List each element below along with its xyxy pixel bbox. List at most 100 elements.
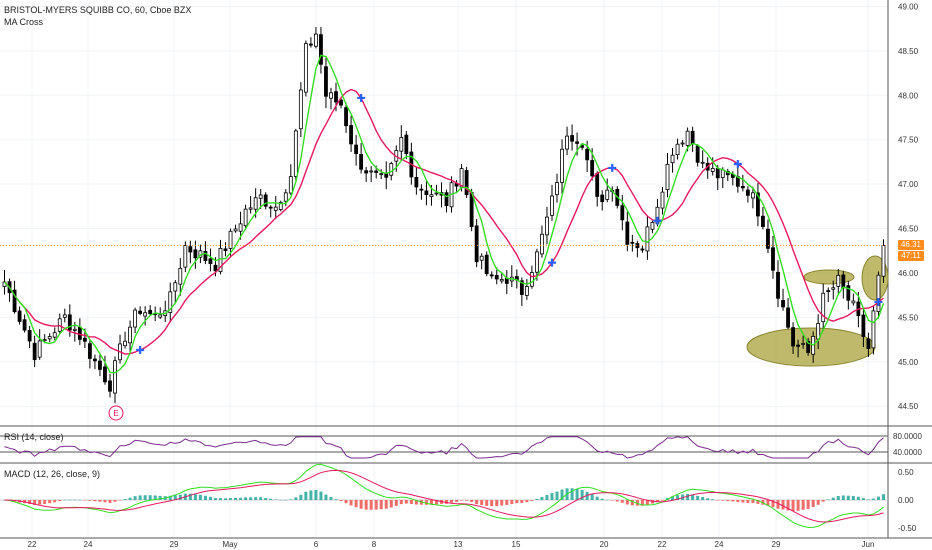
candle-body (143, 312, 148, 317)
macd-histogram-bar (88, 500, 92, 501)
macd-histogram-bar (224, 498, 228, 500)
candle-body (786, 307, 790, 328)
macd-histogram-bar (309, 490, 313, 500)
candle-body (484, 254, 489, 275)
candle-body (620, 205, 625, 221)
candle-body (434, 192, 439, 195)
candle-body (826, 290, 831, 293)
macd-histogram-bar (580, 490, 584, 500)
macd-tick-label: 0.50 (898, 468, 914, 477)
candle-body (47, 336, 52, 340)
candle-body (766, 228, 770, 249)
candle-body (253, 197, 258, 210)
price-axis[interactable]: 44.50 45.00 45.50 46.00 46.50 47.00 47.50 48.00… (893, 2, 922, 533)
macd-tick-label: -0.50 (898, 524, 917, 533)
macd-histogram-bar (429, 500, 433, 505)
candle-body (665, 163, 670, 190)
macd-histogram-bar (354, 500, 358, 508)
macd-histogram-bar (364, 500, 368, 510)
highlight-ellipse (861, 255, 889, 301)
macd-pane[interactable] (0, 463, 888, 529)
candle-body (138, 310, 143, 314)
macd-histogram-bar (821, 500, 825, 502)
time-tick-label: May (222, 540, 237, 549)
macd-histogram-bar (279, 499, 283, 501)
macd-histogram-bar (866, 499, 870, 500)
macd-histogram-bar (625, 500, 629, 505)
last-price-tag: 46.31 (898, 240, 924, 251)
candle-body (82, 337, 87, 342)
candle-body (836, 274, 841, 287)
macd-histogram-bar (475, 500, 479, 505)
candle-body (700, 161, 705, 164)
candle-body (801, 343, 806, 345)
macd-histogram-bar (660, 500, 664, 501)
earnings-marker[interactable]: E (108, 405, 124, 421)
macd-histogram-bar (339, 500, 343, 502)
candle-body (359, 154, 364, 170)
candle-body (750, 192, 755, 199)
macd-histogram-bar (726, 500, 730, 502)
candle-body (369, 170, 374, 173)
macd-histogram-bar (540, 496, 544, 500)
macd-histogram-bar (299, 494, 303, 500)
macd-histogram-bar (766, 500, 770, 506)
candle-body (324, 66, 328, 97)
macd-histogram-bar (48, 500, 52, 504)
macd-histogram-bar (846, 495, 850, 500)
highlight-ellipses (746, 255, 889, 367)
macd-histogram-bar (63, 499, 67, 501)
time-tick-label: 15 (512, 540, 521, 549)
candle-body (595, 173, 600, 197)
macd-histogram-bar (686, 493, 690, 500)
macd-histogram-bar (138, 495, 142, 500)
candle-body (334, 91, 338, 103)
candle-body (745, 189, 750, 196)
time-tick-label: 29 (772, 540, 781, 549)
macd-histogram-bar (93, 500, 97, 502)
macd-histogram-bar (143, 495, 147, 500)
macd-histogram-bar (856, 496, 860, 500)
candle-body (329, 92, 333, 99)
macd-histogram-bar (535, 498, 539, 500)
candle-body (374, 170, 379, 173)
macd-histogram-bar (384, 500, 388, 509)
candle-body (796, 344, 801, 347)
macd-histogram-bar (655, 500, 659, 502)
macd-histogram-bar (575, 488, 579, 500)
cross-marker (357, 93, 366, 102)
candle-body (630, 241, 635, 244)
candle-body (213, 264, 218, 272)
signal-line (4, 469, 884, 523)
candle-body (756, 192, 760, 217)
macd-histogram-bar (515, 500, 519, 504)
macd-histogram-bar (610, 500, 614, 501)
time-axis[interactable]: 22 24 29 May 6 8 13 15 20 22 24 29 Jun (28, 540, 875, 549)
highlight-ellipse (803, 269, 855, 285)
macd-histogram-bar (244, 497, 248, 500)
candle-body (575, 141, 580, 144)
time-tick-label: 24 (715, 540, 724, 549)
macd-histogram-bar (284, 499, 288, 501)
macd-histogram-bar (806, 500, 810, 509)
macd-histogram-bar (218, 498, 222, 500)
macd-histogram-bar (716, 500, 720, 501)
macd-histogram-bar (28, 500, 32, 504)
macd-histogram-bar (650, 500, 654, 504)
macd-tick-label: 0.00 (898, 496, 914, 505)
candle-body (444, 192, 449, 207)
candle-body (590, 160, 595, 177)
macd-histogram-bar (334, 499, 338, 500)
macd-histogram-bar (836, 495, 840, 500)
candle-body (62, 314, 67, 318)
macd-histogram-bar (585, 491, 589, 500)
candle-body (555, 182, 559, 196)
macd-histogram-bar (389, 500, 393, 508)
rsi-pane[interactable] (0, 435, 888, 459)
candle-body (791, 327, 795, 347)
candle-body (424, 190, 429, 196)
macd-histogram-bar (495, 500, 499, 507)
candle-body (123, 340, 127, 347)
macd-histogram-bar (816, 500, 820, 505)
